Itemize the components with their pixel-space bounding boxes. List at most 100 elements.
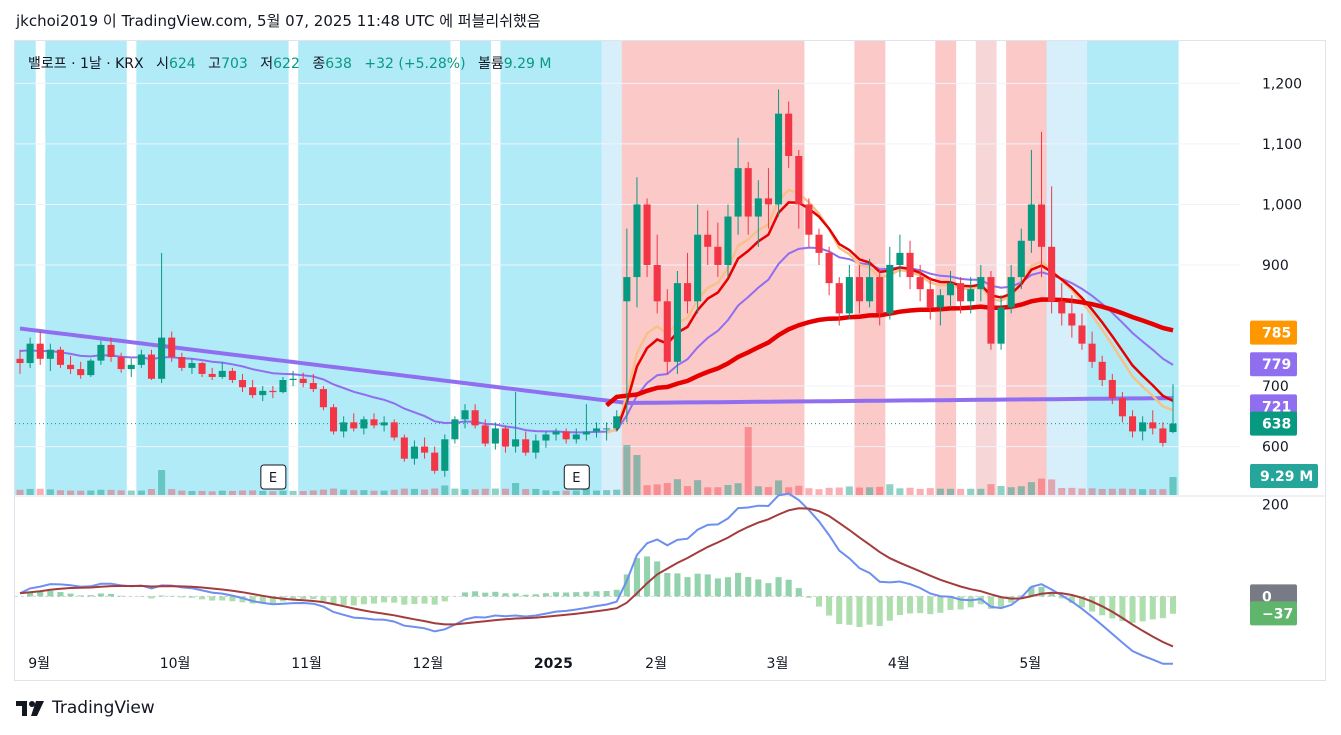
candle-body <box>127 364 135 370</box>
background-band <box>1107 41 1118 495</box>
candle-body <box>208 373 216 377</box>
candle-body <box>663 301 671 362</box>
macd-histogram-bar <box>886 596 893 621</box>
macd-histogram-bar <box>603 591 610 597</box>
candle-body <box>957 283 965 302</box>
macd-histogram-bar <box>209 596 216 601</box>
candle-body <box>329 407 338 432</box>
candle-body <box>390 422 398 438</box>
volume-bar <box>673 479 681 495</box>
publish-credit: jkchoi2019 이 TradingView.com, 5월 07, 202… <box>16 12 541 30</box>
candle-body <box>501 428 510 447</box>
macd-histogram-bar <box>724 577 732 597</box>
macd-histogram-bar <box>249 596 256 604</box>
volume-bar <box>238 490 247 495</box>
background-band <box>773 41 785 495</box>
macd-histogram-bar <box>785 579 792 597</box>
macd-histogram-bar <box>1149 596 1156 620</box>
volume-bar <box>542 490 550 495</box>
ema-fast-line <box>615 201 1174 431</box>
volume-bar <box>1159 489 1167 495</box>
background-band <box>540 41 552 495</box>
symbol-name[interactable]: 밸로프 · 1날 · KRX <box>28 56 144 72</box>
macd-histogram-bar <box>927 596 934 615</box>
macd-histogram-bar <box>1139 596 1146 622</box>
volume-bar <box>825 487 833 495</box>
candle-body <box>1159 428 1167 443</box>
macd-histogram-bar <box>573 592 580 597</box>
candle-body <box>542 434 550 441</box>
background-band <box>510 41 522 495</box>
macd-histogram-bar <box>765 583 772 597</box>
macd-histogram-bar <box>229 596 236 602</box>
candle-body <box>198 363 206 374</box>
change-value: +32 (+5.28%) <box>364 56 466 72</box>
candle-body <box>431 452 439 471</box>
macd-histogram-bar <box>1058 596 1065 599</box>
macd-histogram-bar <box>148 596 155 599</box>
volume-bar <box>421 489 429 495</box>
volume-bar <box>694 480 702 495</box>
candle-body <box>137 354 145 365</box>
candle-body <box>1068 313 1076 326</box>
candle-body <box>471 410 479 426</box>
candle-body <box>1017 240 1025 278</box>
macd-histogram-bar <box>340 596 347 605</box>
volume-bar <box>795 485 803 495</box>
volume-bar <box>117 490 125 495</box>
time-axis-label: 2025 <box>534 656 573 672</box>
tradingview-logo[interactable]: TradingView <box>16 698 155 718</box>
volume-bar <box>441 485 449 495</box>
macd-histogram-bar <box>1068 596 1075 603</box>
macd-histogram-bar <box>107 593 115 597</box>
close-label: 종 <box>312 56 326 72</box>
volume-bar <box>876 486 884 495</box>
macd-histogram-bar <box>360 596 367 605</box>
candle-body <box>238 379 247 388</box>
background-band <box>247 41 259 495</box>
candle-body <box>906 252 914 278</box>
background-band <box>702 41 714 495</box>
earnings-marker[interactable] <box>563 464 590 490</box>
background-band <box>136 41 148 495</box>
price-badge <box>1250 411 1297 436</box>
candle-body <box>1078 325 1086 344</box>
candle-body <box>461 410 469 420</box>
candle-body <box>87 360 95 376</box>
macd-badge-label: −37 <box>1262 606 1293 622</box>
volume-bar <box>1149 489 1157 495</box>
volume-badge <box>1250 464 1318 488</box>
candle-body <box>107 344 115 357</box>
earnings-marker[interactable] <box>260 464 287 490</box>
time-axis-label: 2월 <box>645 656 667 672</box>
candle-body <box>704 234 712 247</box>
volume-bar <box>147 489 156 495</box>
volume-bar <box>228 490 236 495</box>
macd-histogram-bar <box>967 596 974 608</box>
candle-body <box>158 337 166 379</box>
low-value: 622 <box>273 56 300 72</box>
volume-bar <box>329 488 338 495</box>
open-value: 624 <box>168 56 196 72</box>
price-tick-label: 1,100 <box>1262 137 1302 153</box>
candle-body <box>269 390 277 393</box>
volume-bar <box>97 489 105 495</box>
background-band <box>95 41 107 495</box>
background-band <box>591 41 603 495</box>
background-band <box>520 41 532 495</box>
macd-histogram-bar <box>755 579 762 597</box>
tradingview-logo-icon <box>16 701 44 716</box>
candle-body <box>653 264 661 302</box>
macd-histogram-bar <box>714 578 721 597</box>
candle-body <box>259 390 267 396</box>
background-band <box>1066 41 1078 495</box>
price-badges: 785 779 721 638 9.29 M 0−37 <box>1250 320 1318 626</box>
price-tick-label: 1,000 <box>1262 197 1302 213</box>
volume-bar <box>663 483 671 495</box>
candle-body <box>1027 204 1035 241</box>
candle-body <box>825 252 833 284</box>
background-band <box>328 41 340 495</box>
macd-histogram-bar <box>987 596 994 609</box>
macd-histogram-bar <box>118 595 125 597</box>
